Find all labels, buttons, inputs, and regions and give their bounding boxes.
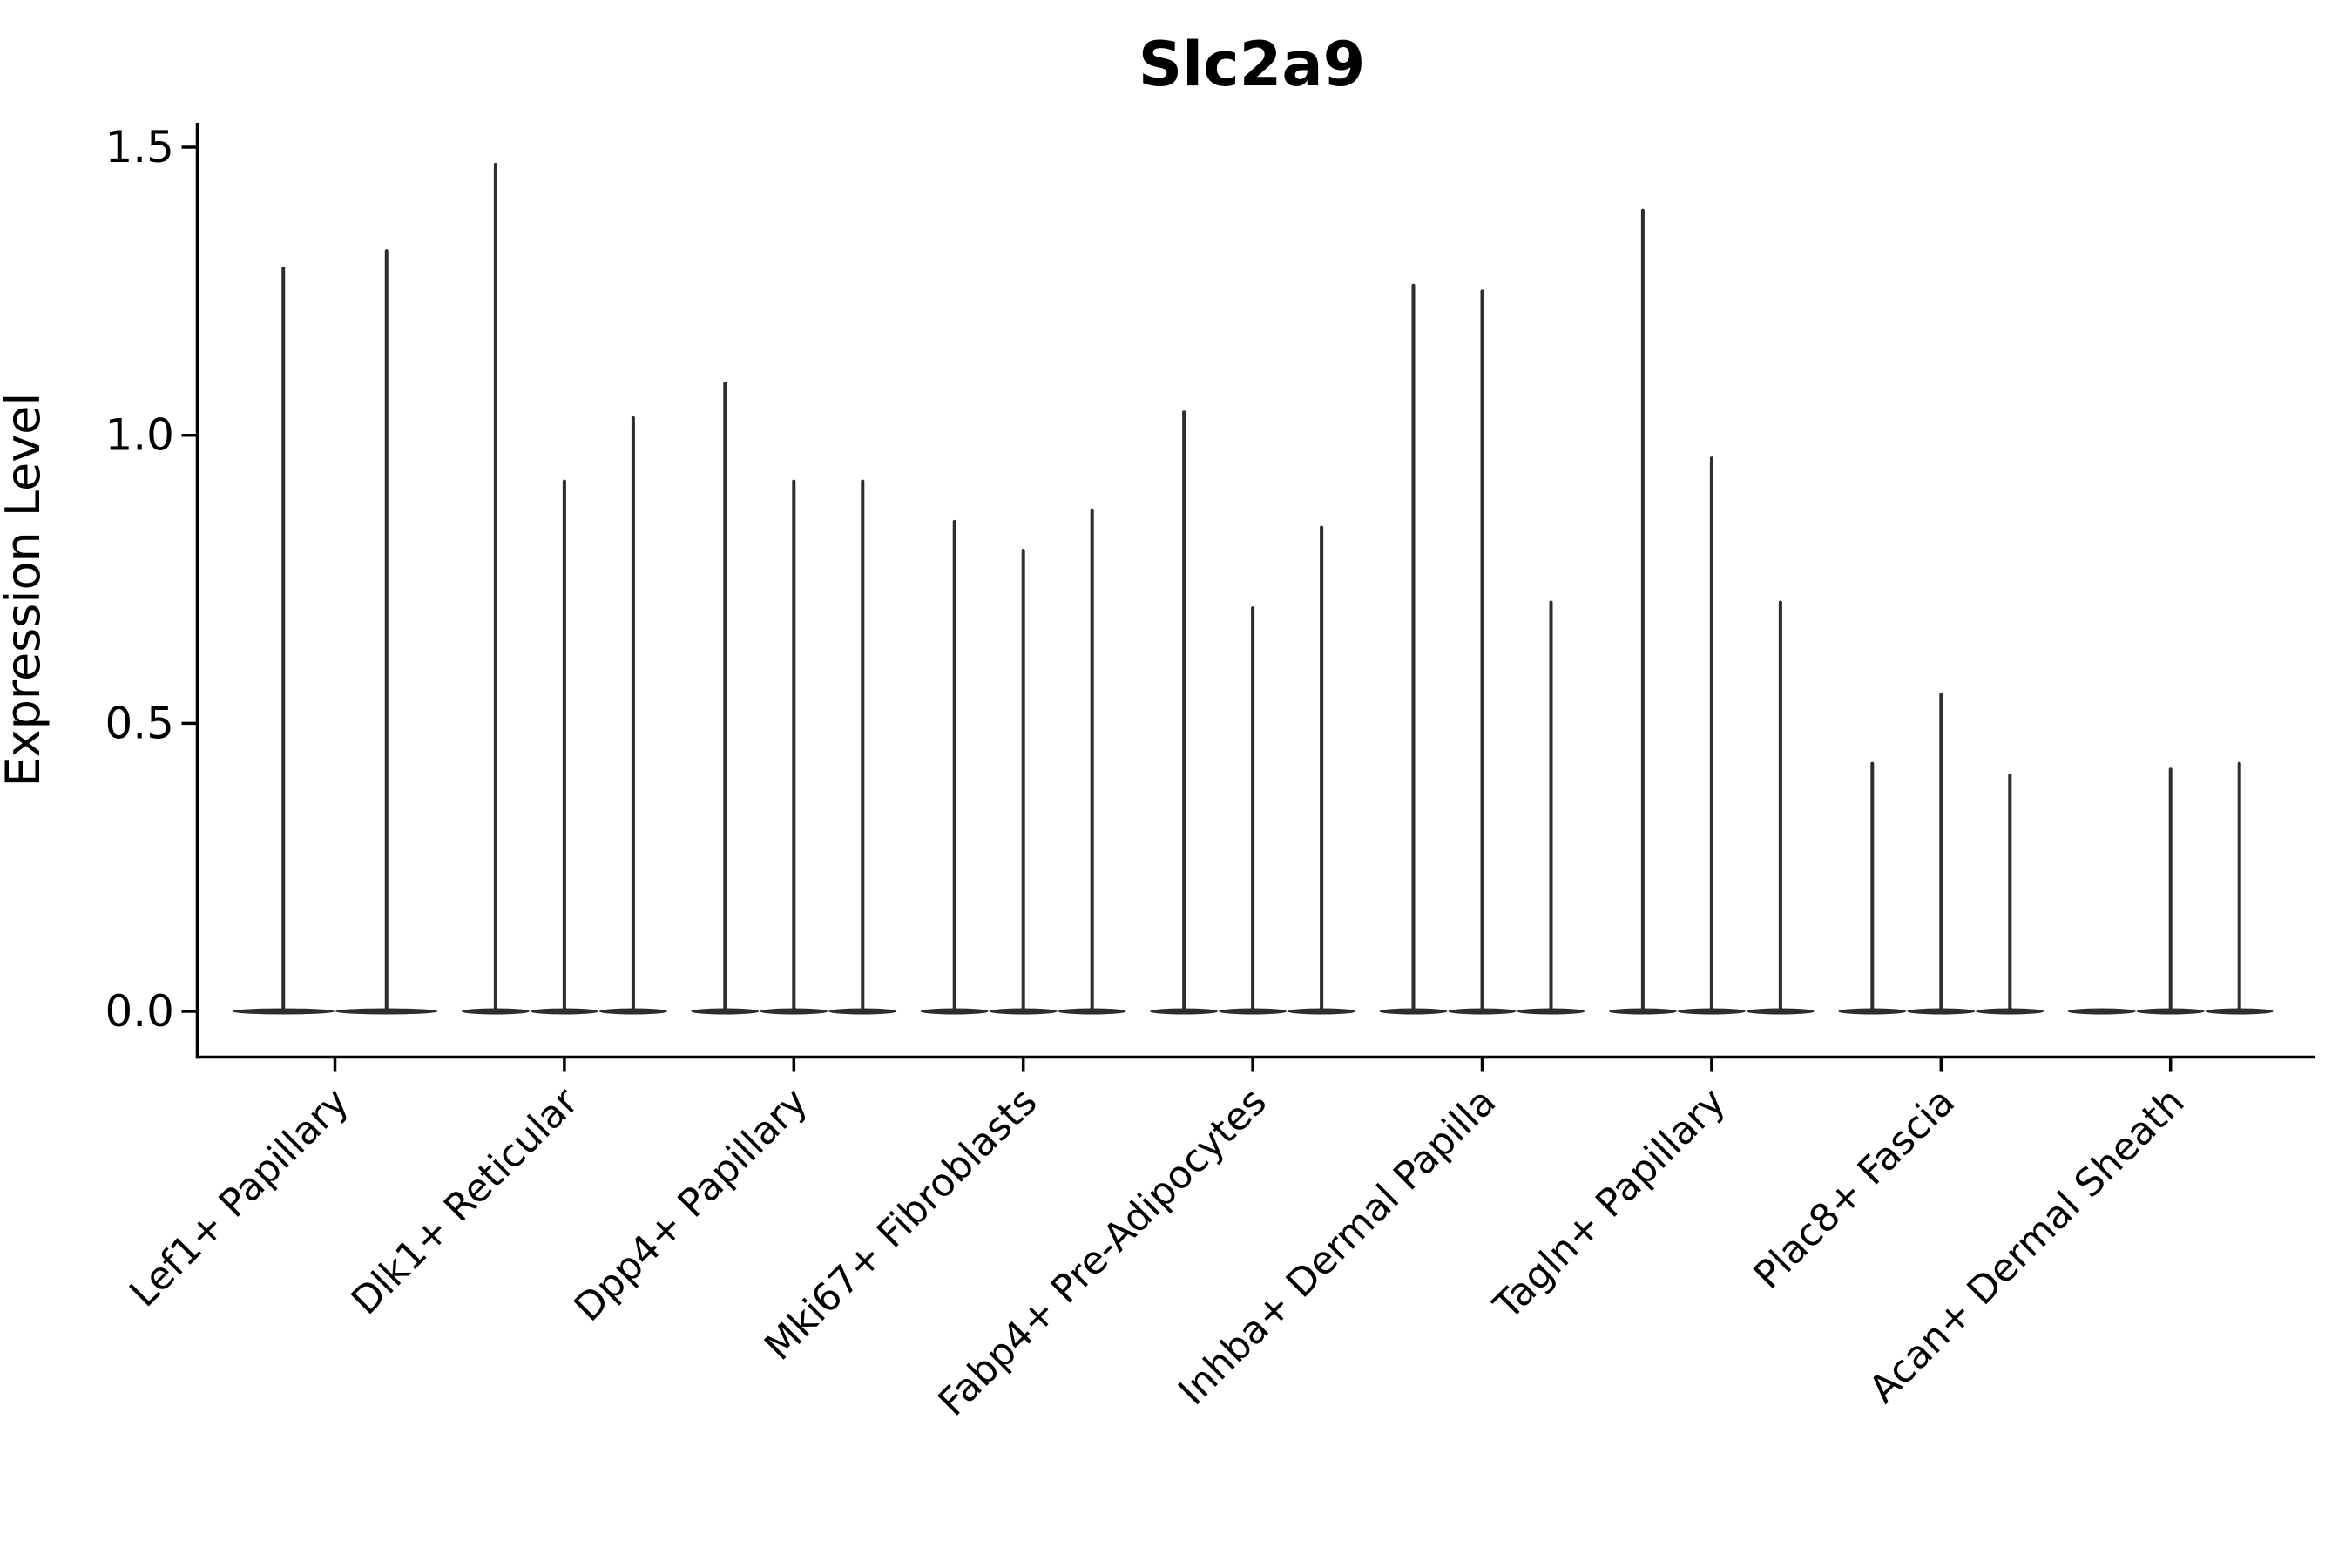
y-tick-label: 0.5 — [105, 698, 174, 748]
violin-group — [691, 382, 897, 1015]
y-axis-label: Expression Level — [0, 393, 51, 787]
x-tick-label: Plac8+ Fascia — [1746, 1079, 1964, 1298]
x-tick-label: Tagln+ Papillary — [1485, 1079, 1734, 1328]
x-tick-label: Lef1+ Papillary — [121, 1079, 357, 1315]
violin-group — [920, 508, 1126, 1015]
x-tick-label: Dlk1+ Reticular — [343, 1079, 588, 1324]
y-tick-label: 1.5 — [105, 122, 174, 172]
violin-base — [2067, 1008, 2136, 1015]
violin-group — [1608, 208, 1815, 1015]
y-tick-label: 0.0 — [105, 986, 174, 1037]
violin-group — [1379, 283, 1585, 1015]
violin-group — [2067, 761, 2274, 1015]
x-tick-label: Dpp4+ Papillary — [565, 1079, 816, 1330]
violin-group — [461, 162, 667, 1015]
violin-group — [1838, 693, 2044, 1015]
violin-group — [1150, 410, 1356, 1015]
y-tick-label: 1.0 — [105, 410, 174, 461]
chart-title: Slc2a9 — [1139, 29, 1366, 100]
violin-group — [232, 249, 438, 1015]
